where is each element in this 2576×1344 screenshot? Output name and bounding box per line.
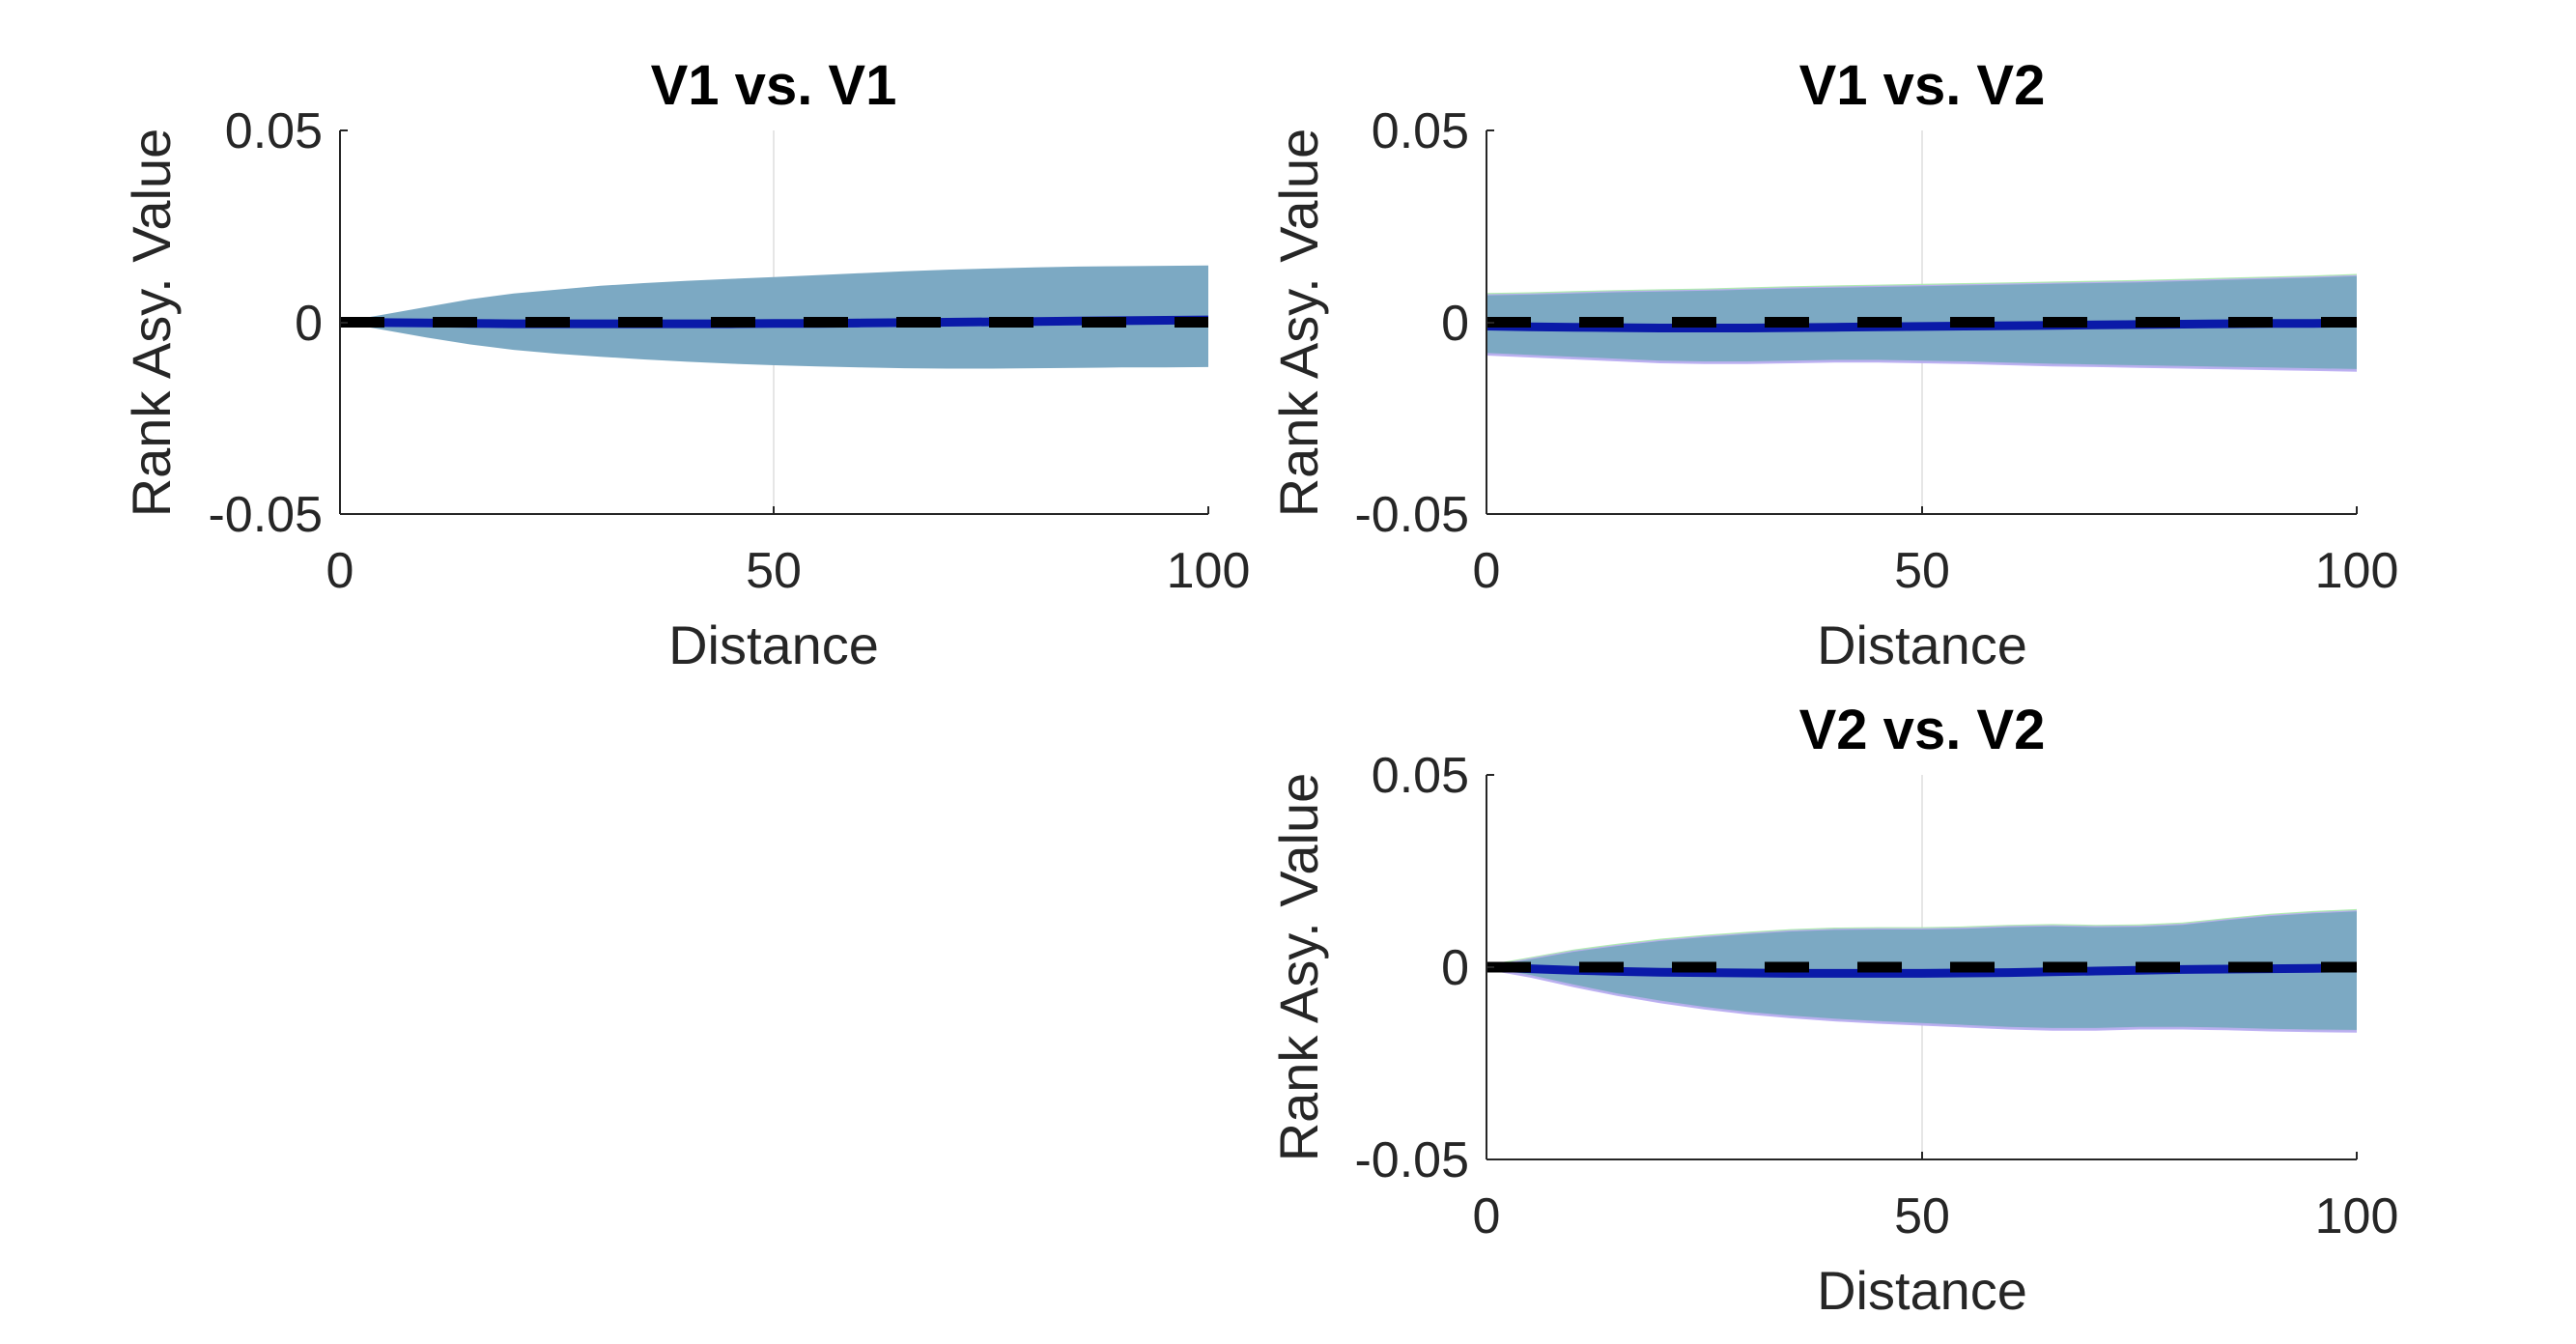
ytick-label-bottom-v2v2: -0.05 <box>1354 1132 1469 1188</box>
axes-box-v1v2 <box>1486 129 2358 515</box>
xtick-label-100-v2v2: 100 <box>2315 1188 2399 1244</box>
plot-layer-v1v2 <box>1486 273 2358 372</box>
xtick-label-0-v2v2: 0 <box>1473 1188 1501 1244</box>
mean-line-v1v2 <box>1486 318 2358 332</box>
title-v1v2: V1 vs. V2 <box>1799 54 2046 117</box>
xtick-label-0-v1v2: 0 <box>1473 543 1501 599</box>
plot-layer-v1v1 <box>339 265 1209 369</box>
ylabel-v1v1: Rank Asy. Value <box>121 129 182 518</box>
ytick-label-top-v1v1: 0.05 <box>225 103 323 159</box>
mean-line-v1v1 <box>339 315 1209 329</box>
panel-v2v2: V2 vs. V2 0.05 0 -0.05 0 50 100 Distance… <box>1268 699 2398 1321</box>
xlabel-v1v1: Distance <box>668 615 879 675</box>
xtick-label-50-v1v2: 50 <box>1894 543 1950 599</box>
xtick-label-50-v1v1: 50 <box>746 543 802 599</box>
confidence-band-v1v1 <box>340 265 1208 369</box>
xtick-label-50-v2v2: 50 <box>1894 1188 1950 1244</box>
ylabel-v2v2: Rank Asy. Value <box>1268 773 1329 1162</box>
ytick-label-top-v1v2: 0.05 <box>1372 103 1469 159</box>
axes-box-v2v2 <box>1486 774 2358 1160</box>
xlabel-v1v2: Distance <box>1817 615 2027 675</box>
title-v2v2: V2 vs. V2 <box>1799 699 2046 761</box>
ytick-label-bottom-v1v2: -0.05 <box>1354 487 1469 543</box>
xtick-label-0-v1v1: 0 <box>326 543 354 599</box>
xtick-label-100-v1v1: 100 <box>1167 543 1251 599</box>
plot-layer-v2v2 <box>1486 908 2358 1033</box>
xlabel-v2v2: Distance <box>1817 1260 2027 1321</box>
panel-v1v1: V1 vs. V1 0.05 0 -0.05 0 50 100 Distance… <box>121 54 1250 675</box>
ytick-label-mid-v1v1: 0 <box>295 296 323 352</box>
panel-v1v2: V1 vs. V2 0.05 0 -0.05 0 50 100 Distance… <box>1268 54 2398 675</box>
ytick-label-bottom-v1v1: -0.05 <box>208 487 323 543</box>
ylabel-v1v2: Rank Asy. Value <box>1268 129 1329 518</box>
ytick-label-mid-v2v2: 0 <box>1441 940 1469 996</box>
ytick-label-top-v2v2: 0.05 <box>1372 748 1469 804</box>
mean-line-v2v2 <box>1486 962 2358 978</box>
axes-box-v1v1 <box>339 129 1209 515</box>
xtick-label-100-v1v2: 100 <box>2315 543 2399 599</box>
ytick-label-mid-v1v2: 0 <box>1441 296 1469 352</box>
title-v1v1: V1 vs. V1 <box>651 54 897 117</box>
